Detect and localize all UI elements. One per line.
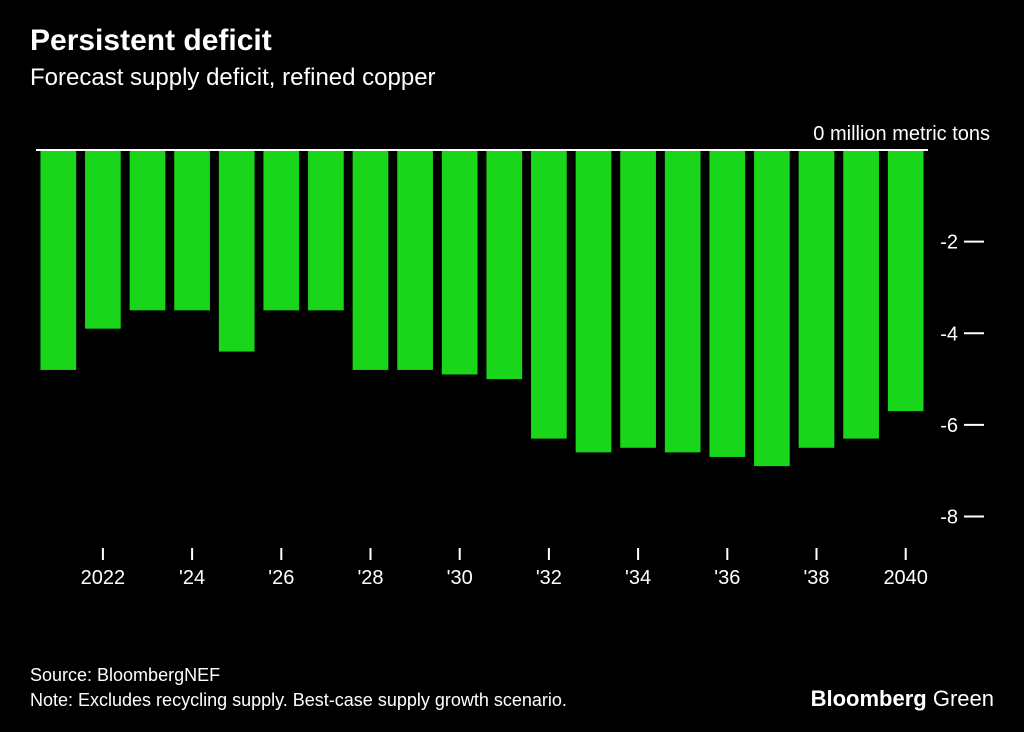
svg-text:-4: -4 [940,323,958,345]
bar [576,150,612,452]
svg-text:'26: '26 [268,567,294,589]
svg-text:'38: '38 [803,567,829,589]
brand-label: Bloomberg Green [811,686,994,712]
bar [85,150,121,329]
bar [442,150,478,374]
note-text: Note: Excludes recycling supply. Best-ca… [30,688,567,712]
bar [620,150,656,448]
brand-light: Green [927,686,994,711]
bar [843,150,879,439]
bar [130,150,166,310]
svg-text:-2: -2 [940,232,958,254]
brand-bold: Bloomberg [811,686,927,711]
bar [397,150,433,370]
chart-title: Persistent deficit [30,24,994,58]
bar [531,150,567,439]
bar [308,150,344,310]
bar [709,150,745,457]
svg-text:2022: 2022 [81,567,126,589]
bar [754,150,790,466]
chart-subtitle: Forecast supply deficit, refined copper [30,64,994,92]
svg-text:'32: '32 [536,567,562,589]
svg-text:2040: 2040 [883,567,928,589]
bar [353,150,389,370]
chart-footer-notes: Source: BloombergNEF Note: Excludes recy… [30,663,567,712]
svg-text:'34: '34 [625,567,651,589]
svg-text:-6: -6 [940,415,958,437]
bar [888,150,924,411]
source-text: Source: BloombergNEF [30,663,567,687]
svg-text:'30: '30 [447,567,473,589]
svg-text:0 million metric tons: 0 million metric tons [813,123,990,145]
deficit-bar-chart: 0 million metric tons -2 -4 -6 -8 2022 '24 '26 '… [30,120,994,600]
bar [263,150,299,310]
bar [799,150,835,448]
bar [665,150,701,452]
chart-area: 0 million metric tons -2 -4 -6 -8 2022 '24 '26 '… [30,120,994,653]
svg-text:'28: '28 [357,567,383,589]
bar [174,150,210,310]
svg-text:'24: '24 [179,567,205,589]
bar [486,150,522,379]
svg-text:-8: -8 [940,507,958,529]
bar [219,150,255,352]
svg-text:'36: '36 [714,567,740,589]
bar [40,150,76,370]
